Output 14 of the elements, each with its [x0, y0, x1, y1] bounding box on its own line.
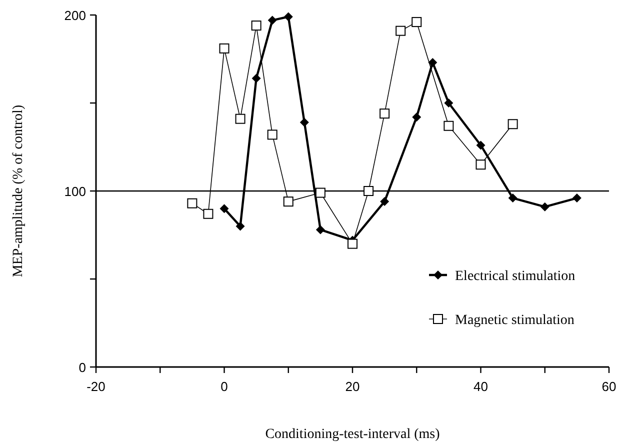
x-tick-label: 0 [220, 379, 228, 394]
x-tick-label: 40 [474, 379, 488, 394]
legend-entry: Electrical stimulation [429, 269, 576, 284]
x-axis-title: Conditioning-test-interval (ms) [265, 427, 440, 442]
y-tick-label: 0 [78, 360, 86, 375]
legend-entry: Magnetic stimulation [428, 313, 574, 328]
legend-label: Magnetic stimulation [455, 313, 574, 328]
y-tick-label: 200 [64, 8, 86, 23]
x-tick-label: -20 [86, 379, 106, 394]
legend-label: Electrical stimulation [455, 269, 576, 284]
x-tick-label: 60 [602, 379, 616, 394]
x-tick-label: 20 [345, 379, 360, 394]
y-tick-label: 100 [64, 184, 86, 199]
y-axis-title: MEP-amplitude (% of control) [11, 104, 26, 278]
